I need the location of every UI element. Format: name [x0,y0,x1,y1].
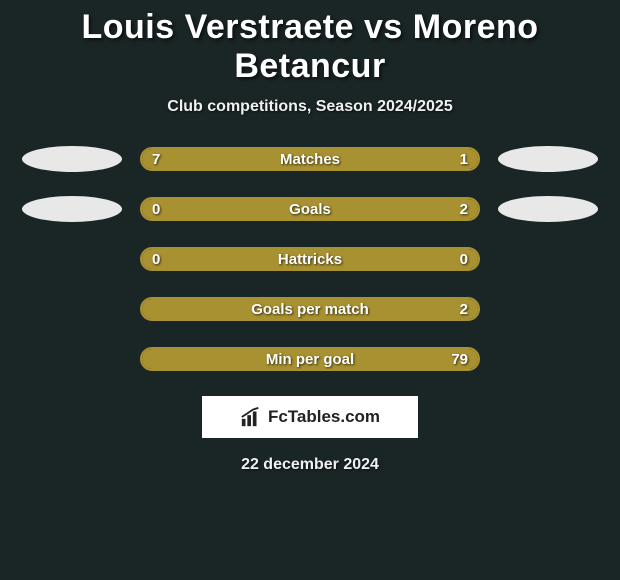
avatar-spacer [22,246,122,272]
stat-row: 2Goals per match [0,296,620,322]
chart-area: 71Matches02Goals00Hattricks2Goals per ma… [0,146,620,372]
date-line: 22 december 2024 [0,456,620,474]
player-right-avatar [498,196,598,222]
stat-bar-left-fill [142,149,411,169]
stat-left-value: 7 [152,149,160,169]
stat-row: 79Min per goal [0,346,620,372]
player-left-avatar [22,196,122,222]
stat-right-value: 2 [460,299,468,319]
comparison-infographic: Louis Verstraete vs Moreno Betancur Club… [0,0,620,580]
avatar-spacer [22,296,122,322]
brand-badge: FcTables.com [202,396,418,438]
stat-bar-right-fill [159,299,478,319]
stat-bar-track: 02Goals [140,197,480,221]
stat-right-value: 0 [460,249,468,269]
stat-row: 00Hattricks [0,246,620,272]
stat-bar-track: 00Hattricks [140,247,480,271]
player-right-avatar [498,146,598,172]
page-title: Louis Verstraete vs Moreno Betancur [0,8,620,86]
stat-left-value: 0 [152,199,160,219]
stat-right-value: 2 [460,199,468,219]
stat-bar-track: 71Matches [140,147,480,171]
bar-chart-icon [240,406,262,428]
player-left-avatar [22,146,122,172]
avatar-spacer [22,346,122,372]
stat-row: 02Goals [0,196,620,222]
avatar-spacer [498,246,598,272]
stat-bar-left-fill [142,299,159,319]
avatar-spacer [498,296,598,322]
stat-bar-right-fill [159,349,478,369]
stat-bar-left-fill [142,249,478,269]
stat-right-value: 1 [460,149,468,169]
stat-left-value: 0 [152,249,160,269]
avatar-spacer [498,346,598,372]
subtitle: Club competitions, Season 2024/2025 [0,98,620,116]
brand-text: FcTables.com [268,407,380,427]
stat-bar-left-fill [142,349,159,369]
stat-row: 71Matches [0,146,620,172]
stat-right-value: 79 [451,349,468,369]
stat-bar-track: 79Min per goal [140,347,480,371]
stat-bar-track: 2Goals per match [140,297,480,321]
stat-bar-right-fill [159,199,478,219]
